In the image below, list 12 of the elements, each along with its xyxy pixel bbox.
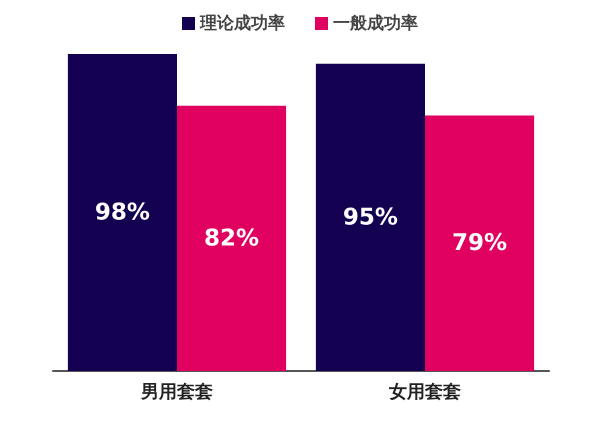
bar — [316, 64, 425, 371]
legend-label: 一般成功率 — [333, 14, 418, 34]
x-tick-label: 男用套套 — [140, 382, 213, 402]
data-label: 79% — [452, 230, 508, 256]
data-label: 82% — [204, 225, 260, 252]
x-tick-label: 女用套套 — [388, 382, 461, 402]
legend-label: 理论成功率 — [199, 14, 285, 34]
data-label: 98% — [94, 200, 150, 226]
bar — [177, 106, 286, 371]
data-label: 95% — [342, 204, 398, 230]
bar — [68, 54, 177, 371]
bar — [425, 115, 534, 371]
